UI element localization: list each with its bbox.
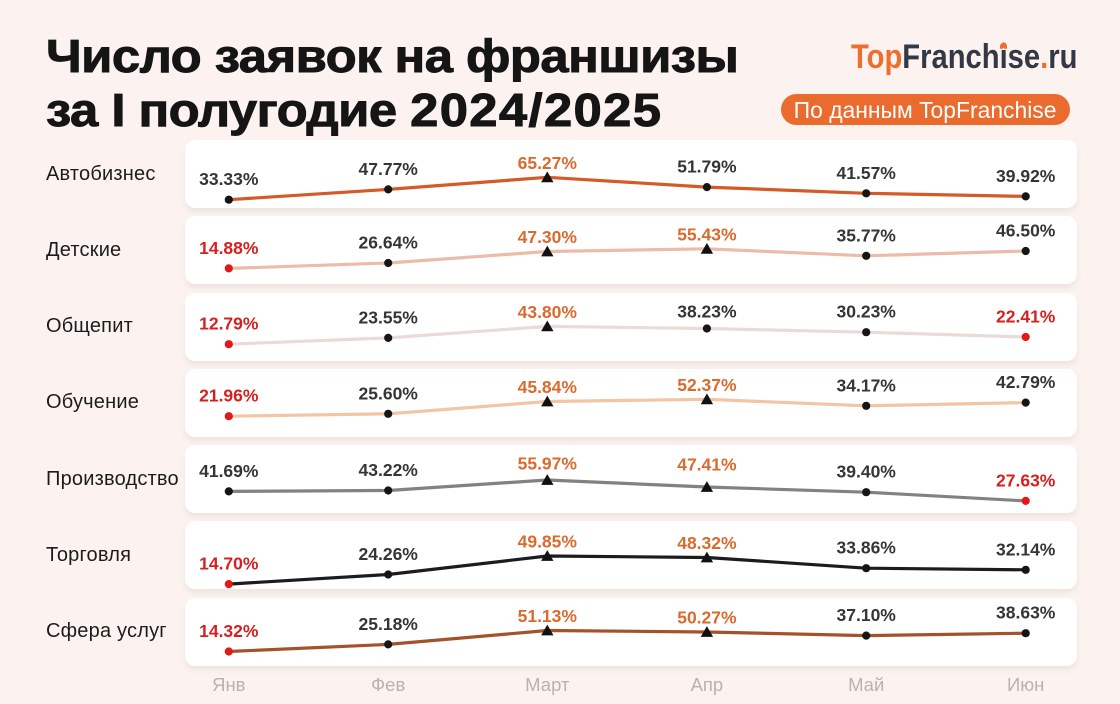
svg-text:12.79%: 12.79% — [199, 314, 259, 334]
svg-text:35.77%: 35.77% — [837, 225, 897, 245]
svg-text:48.32%: 48.32% — [677, 533, 737, 553]
svg-text:41.69%: 41.69% — [199, 461, 259, 481]
svg-text:Июн: Июн — [1007, 674, 1044, 695]
svg-text:14.32%: 14.32% — [199, 621, 259, 641]
svg-text:38.63%: 38.63% — [996, 603, 1056, 623]
svg-text:37.10%: 37.10% — [837, 605, 897, 625]
svg-text:51.79%: 51.79% — [677, 157, 737, 177]
svg-text:14.88%: 14.88% — [199, 238, 259, 258]
svg-text:33.33%: 33.33% — [199, 169, 259, 189]
svg-text:47.41%: 47.41% — [677, 455, 737, 475]
svg-text:65.27%: 65.27% — [518, 153, 578, 173]
svg-text:14.70%: 14.70% — [199, 554, 259, 574]
svg-text:41.57%: 41.57% — [837, 163, 897, 183]
svg-text:38.23%: 38.23% — [677, 302, 737, 322]
svg-text:25.60%: 25.60% — [359, 383, 419, 403]
svg-text:Янв: Янв — [212, 674, 246, 695]
svg-text:52.37%: 52.37% — [677, 375, 737, 395]
svg-text:47.30%: 47.30% — [518, 227, 578, 247]
svg-text:23.55%: 23.55% — [359, 307, 419, 327]
svg-text:Апр: Апр — [691, 674, 724, 695]
svg-text:51.13%: 51.13% — [518, 606, 578, 626]
svg-text:22.41%: 22.41% — [996, 307, 1056, 327]
svg-text:24.26%: 24.26% — [359, 544, 419, 564]
svg-text:55.97%: 55.97% — [518, 454, 578, 474]
svg-text:25.18%: 25.18% — [359, 614, 419, 634]
svg-text:39.92%: 39.92% — [996, 166, 1056, 186]
svg-text:46.50%: 46.50% — [996, 221, 1056, 241]
svg-text:43.80%: 43.80% — [518, 302, 578, 322]
svg-text:33.86%: 33.86% — [837, 538, 897, 558]
svg-text:30.23%: 30.23% — [837, 302, 897, 322]
svg-text:27.63%: 27.63% — [996, 470, 1056, 490]
svg-text:45.84%: 45.84% — [518, 377, 578, 397]
svg-text:34.17%: 34.17% — [837, 375, 897, 395]
svg-text:26.64%: 26.64% — [359, 233, 419, 253]
svg-text:Май: Май — [848, 674, 884, 695]
svg-text:21.96%: 21.96% — [199, 386, 259, 406]
svg-text:47.77%: 47.77% — [359, 159, 419, 179]
svg-text:Март: Март — [525, 674, 570, 695]
svg-text:55.43%: 55.43% — [677, 224, 737, 244]
svg-text:32.14%: 32.14% — [996, 539, 1056, 559]
svg-text:Фев: Фев — [371, 674, 405, 695]
svg-text:43.22%: 43.22% — [359, 460, 419, 480]
svg-text:50.27%: 50.27% — [677, 608, 737, 628]
svg-text:39.40%: 39.40% — [837, 462, 897, 482]
svg-text:49.85%: 49.85% — [518, 532, 578, 552]
svg-text:42.79%: 42.79% — [996, 372, 1056, 392]
